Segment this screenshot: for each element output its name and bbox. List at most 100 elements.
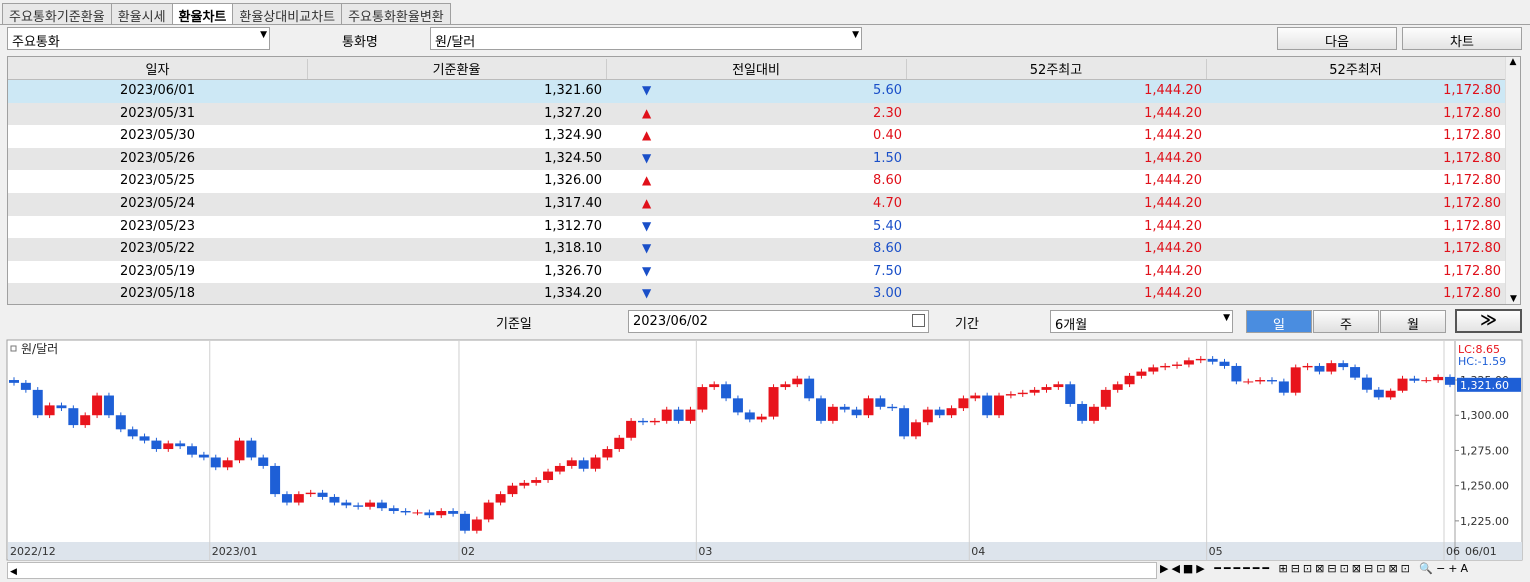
date-cell: 2023/05/30 [120,128,195,144]
high-52w-cell: 1,444.20 [1144,83,1202,98]
period-button[interactable]: 일 [1246,310,1312,333]
column-header: 일자 [8,59,308,79]
candle-body [1183,360,1194,365]
candle-body [934,409,945,416]
high-52w-cell: 1,444.20 [1144,286,1202,302]
candle-body [899,408,910,437]
change-cell: 0.40 [873,128,902,144]
chart-button[interactable]: 차트 [1402,27,1522,50]
x-tick-label: 06 [1446,545,1460,558]
change-arrow: ▲ [642,173,652,188]
low-52w-cell: 1,172.80 [1443,150,1501,166]
candle-body [32,389,43,416]
base-date-text: 2023/06/02 [633,314,708,329]
table-row[interactable]: 2023/05/22 1,318.10 ▼ 8.60 1,444.20 1,172.80 [8,238,1506,261]
dropdown-arrow: ▼ [1223,313,1230,323]
change-cell: 4.70 [873,196,902,211]
period-button[interactable]: 월 [1380,310,1446,333]
tab[interactable]: 환율시세 [110,3,173,25]
candle-body [1160,365,1171,368]
candle-body [1124,375,1135,385]
table-row[interactable]: 2023/05/23 1,312.70 ▼ 5.40 1,444.20 1,172.80 [8,215,1506,239]
last-price-label: 1,321.60 [1460,379,1509,392]
table-row[interactable]: 2023/05/26 1,324.50 ▼ 1.50 1,444.20 1,172.80 [8,147,1506,171]
dropdown-arrow: ▼ [852,30,859,40]
candle-body [151,440,162,450]
date-cell: 2023/05/25 [120,173,195,189]
low-52w-cell: 1,172.80 [1443,173,1501,189]
rate-cell: 1,327.20 [544,105,602,121]
next-button[interactable]: 다음 [1277,27,1397,50]
candle-body [234,440,245,461]
table-row[interactable]: 2023/06/01 1,321.60 ▼ 5.60 1,444.20 1,172.80 [8,80,1506,103]
candle-body [1065,384,1076,404]
change-cell: 8.60 [873,173,902,189]
low-52w-cell: 1,172.80 [1443,218,1501,234]
table-row[interactable]: 2023/05/24 1,317.40 ▲ 4.70 1,444.20 1,172.80 [8,193,1506,216]
candle-body [970,395,981,399]
high-52w-cell: 1,444.20 [1144,105,1202,121]
x-tick-label: 04 [971,545,985,558]
candle-body [210,457,221,468]
table-row[interactable]: 2023/05/18 1,334.20 ▼ 3.00 1,444.20 1,172.80 [8,283,1506,304]
period-button[interactable]: 주 [1313,310,1379,333]
candle-body [756,416,767,420]
currency-group-select[interactable]: 주요통화 ▼ [7,27,270,50]
period-select[interactable]: 6개월 ▼ [1050,310,1233,333]
candle-body [1053,384,1064,388]
table-row[interactable]: 2023/05/25 1,326.00 ▲ 8.60 1,444.20 1,172.80 [8,170,1506,193]
candle-body [1029,389,1040,393]
candle-body [1290,367,1301,393]
go-button[interactable]: ≫ [1455,309,1522,333]
candle-body [20,382,31,390]
candle-body [412,512,423,514]
calendar-icon[interactable] [912,314,925,327]
candle-body [115,415,126,430]
candle-body [1421,380,1432,382]
high-52w-cell: 1,444.20 [1144,196,1202,211]
rate-cell: 1,334.20 [544,286,602,302]
y-tick-label: 1,225.00 [1460,515,1509,528]
date-cell: 2023/05/26 [120,150,195,166]
candle-body [305,492,316,495]
candle-body [1136,371,1147,376]
candle-body [1005,394,1016,396]
table-row[interactable]: 2023/05/30 1,324.90 ▲ 0.40 1,444.20 1,172.80 [8,125,1506,148]
column-header: 전일대비 [606,59,907,79]
candle-body [448,511,459,514]
y-tick-label: 1,300.00 [1460,409,1509,422]
chart-background [6,339,1523,561]
chart-scrollbar[interactable]: ◀ [7,562,1157,579]
change-arrow: ▼ [642,150,652,165]
tab-line [0,24,1530,25]
candle-body [281,494,292,503]
candle-body [1397,378,1408,391]
tab[interactable]: 환율차트 [171,3,234,25]
high-52w-cell: 1,444.20 [1144,218,1202,234]
table-row[interactable]: 2023/05/31 1,327.20 ▲ 2.30 1,444.20 1,172.80 [8,102,1506,126]
annotation: HC:-1.59 [1458,355,1506,368]
candle-body [483,502,494,520]
high-52w-cell: 1,444.20 [1144,150,1202,166]
table-row[interactable]: 2023/05/19 1,326.70 ▼ 7.50 1,444.20 1,172.80 [8,260,1506,284]
table-scrollbar[interactable]: ▲ ▼ [1505,57,1520,304]
period-label: 기간 [955,317,979,332]
base-date-input[interactable]: 2023/06/02 [628,310,929,333]
rate-cell: 1,326.00 [544,173,602,189]
chart-toolbar[interactable]: ▶◀■▶ ━━━━━━ ⊞⊟⊡⊠⊟⊡⊠⊟⊡⊠⊡ 🔍−+A [1160,562,1472,575]
change-cell: 1.50 [873,150,902,166]
candle-body [1409,378,1420,381]
candle-body [103,395,114,416]
candle-body [780,384,791,388]
candle-body [1338,363,1349,368]
tab[interactable]: 주요통화기준환율 [2,3,112,25]
x-tick-label: 02 [461,545,475,558]
y-tick-label: 1,250.00 [1460,480,1509,493]
rate-cell: 1,324.50 [544,150,602,166]
change-cell: 3.00 [873,286,902,302]
candle-body [1100,389,1111,407]
candle-body [554,465,565,472]
currency-select[interactable]: 원/달러 ▼ [430,27,862,50]
change-cell: 2.30 [873,105,902,121]
